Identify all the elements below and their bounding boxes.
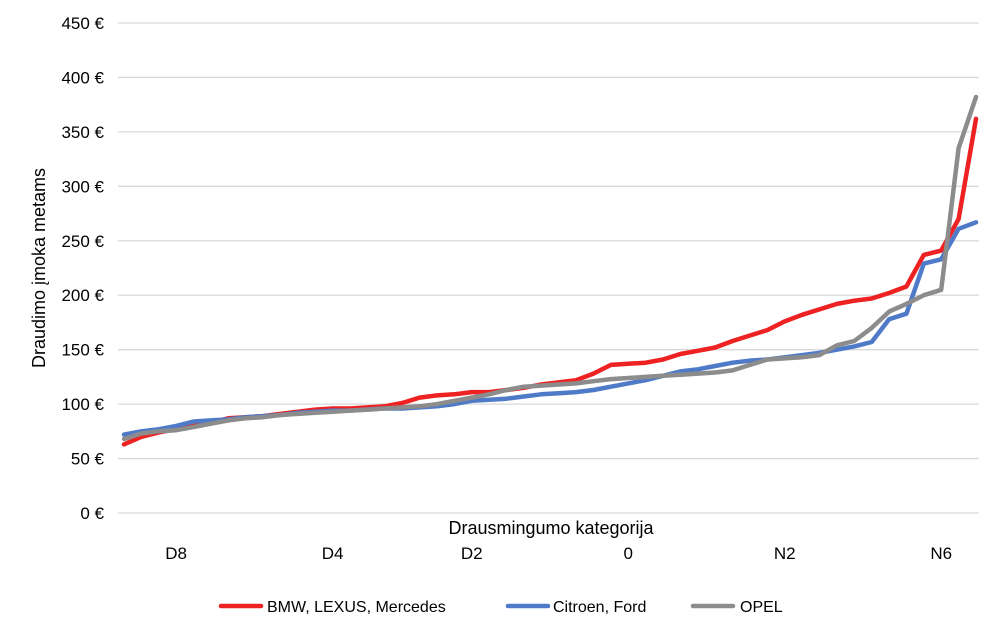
gridlines <box>118 22 979 514</box>
y-tick-label: 450 € <box>61 14 104 33</box>
legend-label-3: OPEL <box>740 599 783 616</box>
series-lines <box>121 94 979 447</box>
legend-label-1: BMW, LEXUS, Mercedes <box>267 599 446 616</box>
x-tick-label: D8 <box>165 544 187 563</box>
x-axis-title: Drausmingumo kategorija <box>448 518 654 538</box>
y-tick-label: 250 € <box>61 232 104 251</box>
y-tick-label: 200 € <box>61 286 104 305</box>
legend-label-2: Citroen, Ford <box>553 599 646 616</box>
x-tick-label: D4 <box>322 544 344 563</box>
y-tick-label: 100 € <box>61 395 104 414</box>
y-tick-label: 350 € <box>61 123 104 142</box>
series-line-2 <box>121 220 979 437</box>
x-axis-ticks: D8 D4 D2 0 N2 N6 <box>165 544 952 563</box>
y-tick-label: 400 € <box>61 68 104 87</box>
y-tick-label: 0 € <box>80 504 104 523</box>
legend: BMW, LEXUS, Mercedes Citroen, Ford OPEL <box>218 599 783 616</box>
y-tick-label: 50 € <box>71 450 105 469</box>
y-axis-ticks: 0 € 50 € 100 € 150 € 200 € 250 € 300 € 350 € 400… <box>61 14 104 523</box>
y-tick-label: 150 € <box>61 341 104 360</box>
x-tick-label: N2 <box>774 544 796 563</box>
y-tick-label: 300 € <box>61 177 104 196</box>
y-axis-title: Draudimo įmoka metams <box>29 168 49 368</box>
x-tick-label: D2 <box>461 544 483 563</box>
x-tick-label: N6 <box>930 544 952 563</box>
x-tick-label: 0 <box>624 544 633 563</box>
series-line-3 <box>121 94 979 442</box>
